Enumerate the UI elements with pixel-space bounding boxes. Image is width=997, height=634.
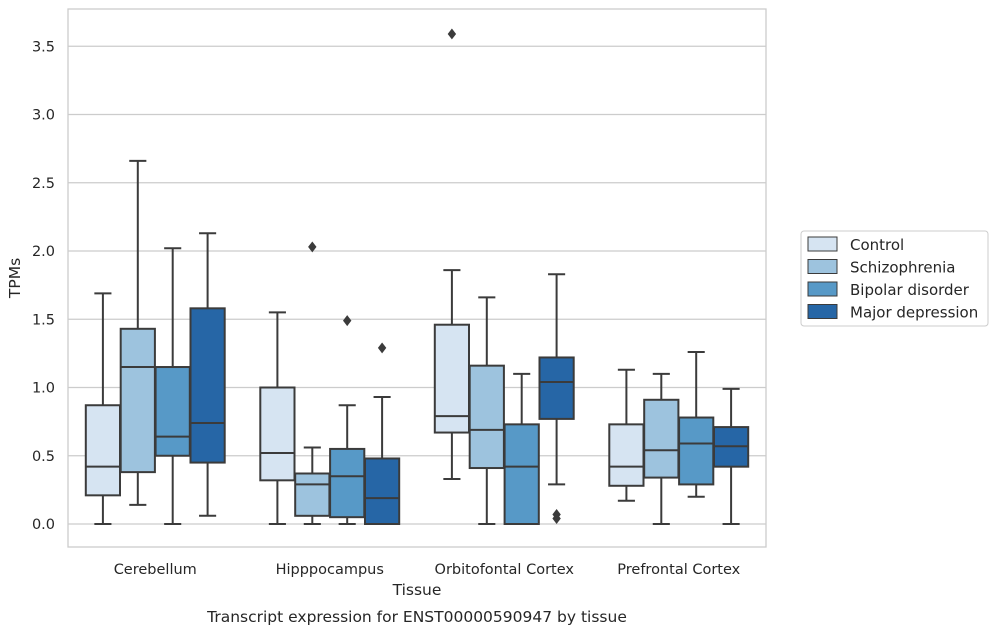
- box-control: [433, 28, 471, 480]
- box-iqr: [329, 447, 366, 519]
- x-tick-label: Prefrontal Cortex: [617, 562, 740, 578]
- box-iqr: [363, 457, 401, 526]
- plot-area-frame: [67, 8, 767, 548]
- box-iqr: [119, 327, 156, 474]
- box-iqr: [154, 366, 191, 457]
- box-schizophrenia: [119, 159, 156, 506]
- box-iqr: [433, 323, 471, 434]
- box-bipolar-disorder: [503, 372, 540, 526]
- outlier-point: [343, 315, 352, 327]
- legend-label: Control: [850, 236, 904, 254]
- legend-swatch: [807, 281, 838, 297]
- y-tick-label: 0.5: [32, 449, 55, 465]
- box-major-depression: [363, 342, 401, 526]
- box-iqr: [84, 404, 122, 497]
- y-tick-label: 1.5: [32, 312, 55, 328]
- y-axis-ticks: 0.0 0.5 1.0 1.5 2.0 2.5 3.0 3.5: [32, 39, 55, 533]
- box-control: [608, 368, 645, 502]
- box-schizophrenia: [294, 241, 331, 525]
- x-axis-ticks: Cerebellum Hipppocampus Orbitofontal Corte…: [114, 562, 741, 578]
- x-tick-label: Orbitofontal Cortex: [435, 562, 575, 578]
- x-tick-label: Cerebellum: [114, 562, 197, 578]
- box-iqr: [503, 423, 540, 526]
- box-bipolar-disorder: [154, 247, 191, 525]
- legend-label: Schizophrenia: [850, 259, 955, 277]
- y-tick-label: 0.0: [32, 517, 55, 533]
- box-bipolar-disorder: [329, 315, 366, 525]
- x-axis-label: Tissue: [392, 581, 442, 599]
- y-tick-label: 1.0: [32, 381, 55, 397]
- box-iqr: [608, 423, 645, 487]
- x-tick-label: Hipppocampus: [276, 562, 384, 578]
- y-tick-label: 2.0: [32, 244, 55, 260]
- box-schizophrenia: [468, 296, 505, 525]
- box-iqr: [294, 472, 331, 517]
- chart-title: Transcript expression for ENST0000059094…: [206, 608, 627, 626]
- outlier-point: [447, 28, 457, 40]
- box-control: [84, 292, 122, 525]
- legend-frame: [800, 230, 989, 327]
- box-control: [259, 311, 296, 525]
- box-iqr: [189, 307, 226, 464]
- outlier-point: [377, 342, 387, 354]
- legend-swatch: [807, 259, 838, 274]
- box-bipolar-disorder: [678, 351, 715, 498]
- y-tick-label: 3.0: [32, 108, 55, 124]
- y-tick-label: 3.5: [32, 39, 55, 55]
- y-tick-label: 2.5: [32, 176, 55, 192]
- legend-swatch: [807, 304, 838, 319]
- legend: Control Schizophrenia Bipolar disorder Majo…: [800, 230, 989, 327]
- outlier-point: [552, 513, 561, 524]
- box-major-depression: [538, 273, 575, 524]
- outlier-point: [308, 241, 317, 253]
- legend-label: Bipolar disorder: [850, 281, 970, 299]
- box-iqr: [468, 364, 505, 470]
- box-iqr: [643, 398, 680, 479]
- box-schizophrenia: [643, 372, 680, 525]
- box-major-depression: [712, 387, 750, 525]
- box-iqr: [538, 356, 575, 420]
- box-iqr: [259, 386, 296, 482]
- y-axis-label: TPMs: [6, 258, 24, 299]
- legend-swatch: [807, 236, 838, 252]
- box-plot-boxes: [84, 28, 750, 526]
- box-iqr: [678, 416, 715, 486]
- legend-label: Major depression: [850, 304, 978, 322]
- box-major-depression: [189, 232, 226, 517]
